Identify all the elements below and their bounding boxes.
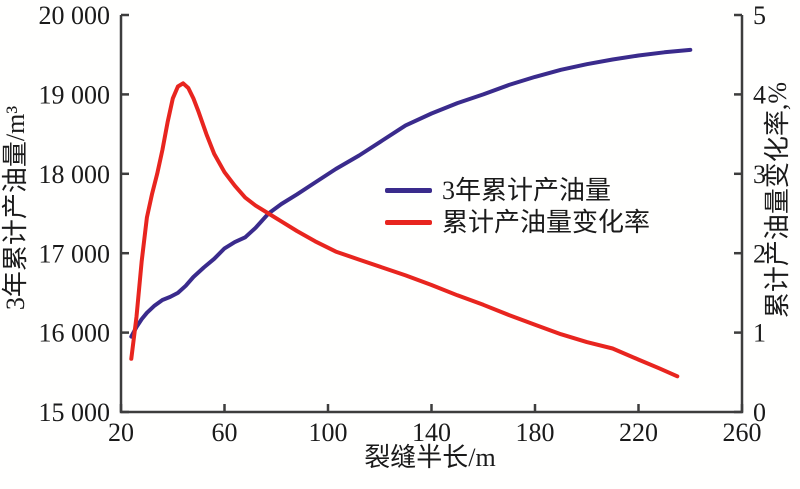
legend-label-change-rate: 累计产油量变化率	[442, 207, 651, 237]
legend-line-swatch-cumulative-oil	[385, 188, 432, 193]
left-axis-title: 3年累计产油量/m³	[1, 105, 30, 311]
x-tick-label: 180	[516, 418, 555, 447]
series-line-change-rate	[129, 81, 680, 379]
legend-item-change-rate: 累计产油量变化率	[385, 207, 650, 238]
x-tick-label: 260	[723, 418, 762, 447]
right-axis-title: 累计产油量变化率,%	[763, 81, 792, 319]
y-right-tick-label: 4	[753, 81, 766, 110]
y-right-tick-label: 2	[753, 239, 766, 268]
series-line-cumulative-oil-production	[129, 47, 693, 339]
y-left-tick-label: 19 000	[39, 81, 111, 110]
legend: 3年累计产油量 累计产油量变化率	[385, 175, 650, 238]
y-right-tick-label: 1	[753, 319, 766, 348]
y-left-tick-label: 16 000	[39, 319, 111, 348]
y-left-tick-label: 15 000	[39, 398, 111, 427]
x-tick-label: 100	[309, 418, 348, 447]
legend-item-cumulative-oil-production: 3年累计产油量	[385, 175, 650, 206]
x-tick-label: 20	[108, 418, 134, 447]
x-tick-label: 60	[212, 418, 238, 447]
x-tick-label: 140	[412, 418, 451, 447]
y-right-tick-label: 0	[753, 398, 766, 427]
x-tick-label: 220	[619, 418, 658, 447]
y-left-tick-label: 18 000	[39, 160, 111, 189]
legend-line-swatch-change-rate	[385, 220, 432, 225]
y-right-tick-label: 5	[753, 1, 766, 30]
y-right-tick-label: 3	[753, 160, 766, 189]
y-left-tick-label: 20 000	[39, 1, 111, 30]
y-left-tick-label: 17 000	[39, 239, 111, 268]
x-axis-title: 裂缝半长/m	[364, 443, 496, 472]
legend-label-cumulative-oil: 3年累计产油量	[442, 175, 612, 205]
